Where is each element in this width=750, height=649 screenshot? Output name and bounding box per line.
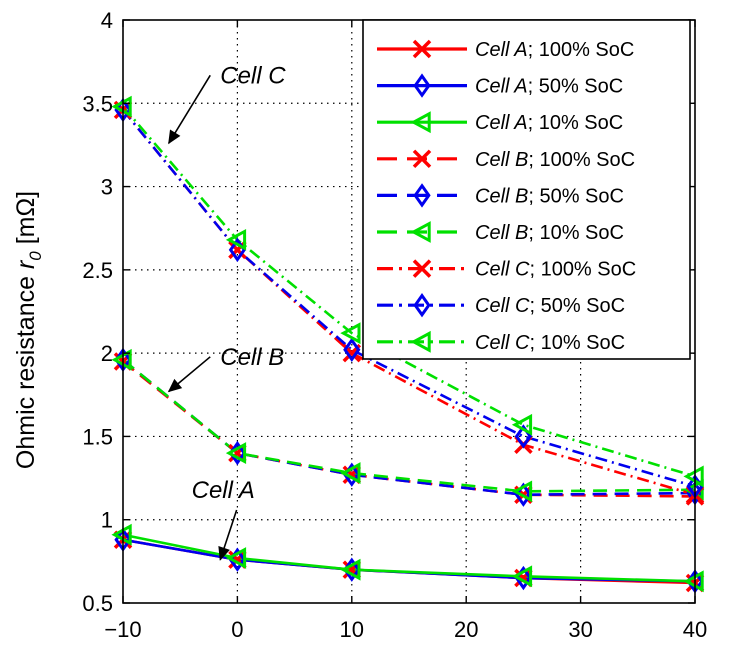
legend-entry: Cell C; 10% SoC — [475, 332, 625, 354]
data-point — [340, 462, 361, 484]
legend-swatch-marker — [413, 183, 431, 208]
y-tick-label: 2.5 — [82, 258, 113, 283]
y-axis-label-symbol: r — [12, 259, 40, 269]
legend-entry-cell: Cell C — [475, 332, 530, 354]
x-tick-label: 0 — [231, 617, 243, 642]
legend-entry-soc: ; 50% SoC — [528, 185, 624, 207]
legend-entry-cell: Cell B — [475, 185, 528, 207]
data-point — [342, 560, 362, 579]
annotation-arrow-head — [168, 129, 181, 145]
legend-swatch-marker — [413, 293, 431, 318]
legend-entry-soc: ; 50% SoC — [529, 295, 625, 317]
data-point — [228, 443, 247, 463]
legend-swatch-marker — [413, 73, 431, 98]
series-line-1 — [122, 538, 696, 583]
legend-entry-soc: ; 10% SoC — [528, 112, 624, 134]
annotation-label: Cell A — [192, 477, 255, 504]
data-point — [225, 547, 247, 569]
legend-entry-cell: Cell B — [475, 149, 528, 171]
data-point — [340, 322, 361, 345]
legend-entry: Cell A; 100% SoC — [475, 39, 634, 61]
annotation-label: Cell B — [220, 344, 284, 371]
legend-entry-soc: ; 50% SoC — [528, 76, 624, 98]
legend-entry: Cell A; 10% SoC — [475, 112, 623, 134]
series-line-4 — [122, 358, 696, 497]
y-tick-label: 3 — [101, 175, 113, 200]
y-axis-label-subscript: 0 — [26, 251, 45, 261]
y-tick-label: 4 — [101, 8, 113, 33]
data-point — [511, 565, 533, 588]
legend-entry: Cell B; 10% SoC — [475, 222, 624, 244]
series-line-8 — [122, 105, 696, 478]
annotation-arrow-head — [167, 378, 183, 393]
y-tick-label: 0.5 — [82, 591, 113, 616]
legend-swatch-marker — [412, 39, 432, 59]
legend-entry-soc: ; 100% SoC — [529, 259, 636, 281]
x-tick-label: 20 — [454, 617, 478, 642]
series-line-2 — [122, 533, 696, 583]
data-point — [343, 337, 361, 363]
legend-swatch-marker — [410, 111, 431, 134]
data-point — [228, 240, 247, 260]
y-tick-label: 1 — [101, 508, 113, 533]
legend-entry-cell: Cell C — [475, 259, 530, 281]
x-tick-label: 30 — [568, 617, 592, 642]
legend-swatch-marker — [412, 259, 432, 278]
y-axis-label: Ohmic resistance r0 [mΩ] — [12, 191, 45, 469]
data-point — [225, 228, 247, 251]
legend-entry-soc: ; 100% SoC — [528, 39, 635, 61]
data-point — [340, 558, 361, 581]
legend-entry-cell: Cell B — [475, 222, 528, 244]
data-point — [514, 482, 533, 507]
y-axis-label-main: Ohmic resistance — [12, 269, 40, 469]
data-point — [225, 442, 247, 464]
series-line-7 — [121, 109, 696, 488]
legend-entry: Cell C; 50% SoC — [475, 295, 625, 317]
x-tick-label: 40 — [683, 617, 707, 642]
y-tick-label: 3.5 — [82, 91, 113, 116]
series-line-0 — [122, 538, 696, 585]
x-tick-label: 10 — [340, 617, 364, 642]
legend-swatch-marker — [412, 149, 432, 169]
legend-entry-soc: ; 100% SoC — [528, 149, 635, 171]
data-point — [511, 413, 533, 436]
legend-entry-cell: Cell A — [475, 76, 528, 98]
data-point — [511, 480, 533, 503]
y-tick-label: 2 — [101, 341, 113, 366]
legend-entry-soc: ; 10% SoC — [528, 222, 624, 244]
y-tick-label: 1.5 — [82, 424, 113, 449]
annotation-arrow-line — [168, 74, 211, 144]
legend-entry: Cell B; 100% SoC — [475, 149, 635, 171]
y-axis-label-unit: [mΩ] — [12, 191, 40, 251]
legend-entry: Cell A; 50% SoC — [475, 76, 623, 98]
series-line-5 — [122, 358, 696, 493]
annotation-arrow-head — [218, 546, 230, 561]
legend-entry: Cell B; 50% SoC — [475, 185, 624, 207]
legend-entry-soc: ; 10% SoC — [529, 332, 625, 354]
legend-entry: Cell C; 100% SoC — [475, 259, 636, 281]
legend-swatch-marker — [410, 330, 431, 353]
legend-swatch-marker — [410, 221, 431, 243]
annotations: Cell C Cell B Cell A — [167, 62, 286, 561]
axis-ticks: −10 0 10 20 30 40 0.5 1 1.5 2 2.5 3 3.5 4 — [82, 8, 707, 642]
legend-entry-cell: Cell A — [475, 112, 528, 134]
x-tick-label: −10 — [104, 617, 141, 642]
legend-entry-cell: Cell A — [475, 39, 528, 61]
annotation-label: Cell C — [220, 62, 286, 89]
legend-entry-cell: Cell C — [475, 295, 530, 317]
